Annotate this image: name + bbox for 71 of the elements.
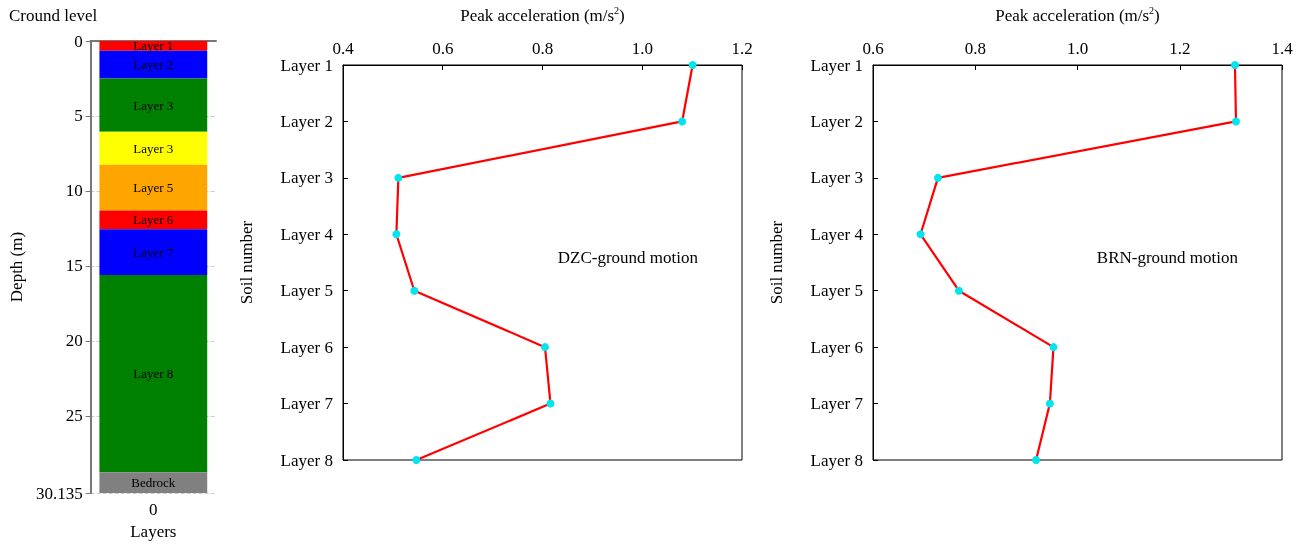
series-label: Layer 3: [133, 140, 174, 156]
y-tick-label: Layer 7: [810, 394, 864, 414]
y-tick-label: 10: [65, 181, 83, 201]
x-tick-label: 0.8: [531, 39, 554, 58]
y-tick-label: 20: [65, 331, 83, 351]
series-label: Layer 5: [133, 180, 174, 196]
y-tick-label: 30.135: [35, 483, 83, 503]
point: [954, 286, 963, 295]
point: [678, 117, 687, 126]
y-tick-label: 15: [65, 256, 83, 276]
series-label: Bedrock: [131, 475, 176, 491]
annotation: BRN-ground motion: [1096, 248, 1239, 267]
x-tick-label: 1.4: [1271, 39, 1294, 58]
y-tick-label: Layer 2: [280, 111, 333, 131]
y-tick-label: Layer 6: [810, 337, 863, 357]
y-tick-label: Layer 4: [280, 224, 334, 244]
point: [1230, 61, 1239, 69]
y-tick-label: Layer 6: [280, 337, 333, 357]
point: [1232, 117, 1240, 126]
point: [688, 61, 697, 69]
point: [546, 399, 555, 408]
point: [1032, 456, 1041, 464]
point: [541, 343, 549, 352]
y-tick-label: 25: [65, 406, 83, 426]
y-axis-title: Soil number: [767, 220, 786, 305]
point: [916, 230, 925, 239]
x-tick-label: 1.2: [1169, 39, 1191, 58]
y-tick-label: Layer 8: [280, 450, 333, 470]
chart-title: Cround level: [9, 6, 98, 25]
y-tick-label: Layer 7: [280, 394, 334, 414]
x-tick-label: 1.2: [731, 39, 753, 58]
y-tick-label: Layer 2: [810, 111, 863, 131]
x-tick-label: 0.6: [432, 39, 454, 58]
x-tick-label: 0.4: [332, 39, 355, 58]
y-axis-title: Soil number: [237, 220, 256, 305]
y-tick-label: 5: [74, 106, 83, 126]
point: [933, 173, 942, 182]
y-tick-label: Layer 3: [280, 168, 333, 188]
point: [392, 230, 401, 239]
point: [1045, 399, 1054, 408]
series-label: Layer 2: [133, 57, 174, 73]
series-label: Layer 1: [133, 38, 174, 54]
y-tick-label: Layer 5: [280, 281, 333, 301]
bar: [99, 131, 208, 165]
series-label: Layer 6: [133, 212, 174, 228]
point: [1049, 343, 1058, 352]
point: [394, 173, 403, 182]
bar: [99, 210, 208, 230]
annotation: DZC-ground motion: [557, 248, 699, 267]
bar: [99, 164, 208, 211]
x-tick-label: 0.6: [862, 39, 884, 58]
bar: [99, 78, 208, 132]
point: [410, 286, 419, 295]
y-tick-label: Layer 8: [810, 450, 863, 470]
y-tick-label: Layer 4: [810, 224, 864, 244]
y-tick-label: Layer 5: [810, 281, 863, 301]
point: [412, 456, 421, 464]
series-label: Layer 8: [133, 366, 174, 382]
x-tick-label: 0.8: [964, 39, 986, 58]
series-label: Layer 3: [133, 97, 174, 113]
y-tick-label: Layer 1: [280, 55, 333, 75]
x-tick-label: 1.0: [1066, 39, 1089, 58]
bar: [99, 274, 208, 473]
bar: [99, 472, 208, 493]
y-axis-title: Depth (m): [7, 231, 26, 303]
y-tick-label: Layer 3: [810, 168, 863, 188]
y-tick-label: Layer 1: [810, 55, 863, 75]
x-axis-title: Layers: [130, 521, 177, 541]
x-tick-label: 1.0: [631, 39, 653, 58]
series-label: Layer 7: [133, 244, 174, 260]
bar: [99, 229, 208, 275]
